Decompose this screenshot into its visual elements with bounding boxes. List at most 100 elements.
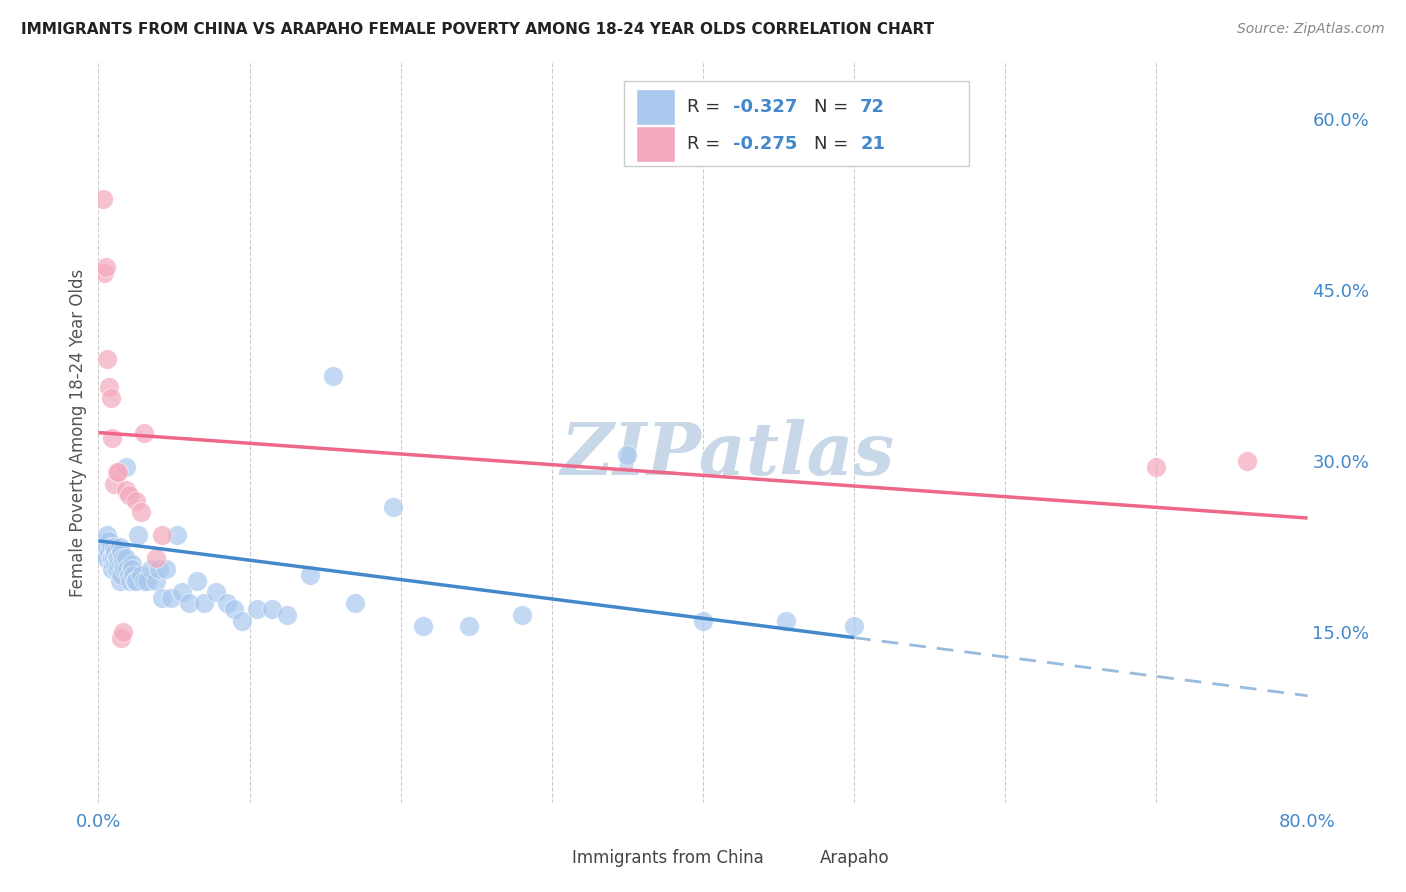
Point	[121, 557, 143, 571]
Point	[412, 619, 434, 633]
Text: R =: R =	[688, 98, 727, 116]
Point	[104, 545, 127, 559]
Point	[186, 574, 208, 588]
Point	[224, 602, 246, 616]
Y-axis label: Female Poverty Among 18-24 Year Olds: Female Poverty Among 18-24 Year Olds	[69, 268, 87, 597]
Point	[118, 488, 141, 502]
Point	[141, 562, 163, 576]
Point	[844, 619, 866, 633]
Text: Immigrants from China: Immigrants from China	[572, 849, 763, 867]
Point	[129, 505, 152, 519]
Text: N =: N =	[814, 135, 855, 153]
Point	[150, 591, 173, 605]
Point	[96, 528, 118, 542]
FancyBboxPatch shape	[779, 844, 808, 872]
Text: 21: 21	[860, 135, 886, 153]
Text: Source: ZipAtlas.com: Source: ZipAtlas.com	[1237, 22, 1385, 37]
Point	[114, 459, 136, 474]
Text: -0.327: -0.327	[734, 98, 797, 116]
Point	[135, 574, 157, 588]
Point	[120, 574, 142, 588]
Point	[246, 602, 269, 616]
Point	[127, 528, 149, 542]
FancyBboxPatch shape	[637, 88, 675, 125]
Point	[125, 494, 148, 508]
Point	[150, 528, 173, 542]
Point	[1144, 459, 1167, 474]
Point	[166, 528, 188, 542]
Point	[110, 545, 132, 559]
Point	[107, 557, 129, 571]
Point	[155, 562, 177, 576]
Point	[129, 568, 152, 582]
Point	[692, 614, 714, 628]
Point	[103, 545, 125, 559]
Point	[145, 574, 167, 588]
Point	[510, 607, 533, 622]
Point	[107, 466, 129, 480]
Point	[98, 380, 121, 394]
Point	[193, 597, 215, 611]
Point	[276, 607, 298, 622]
Point	[122, 568, 145, 582]
Point	[98, 533, 121, 548]
Point	[262, 602, 284, 616]
Point	[121, 562, 143, 576]
Point	[108, 574, 131, 588]
Text: ZIPatlas: ZIPatlas	[560, 419, 894, 491]
Point	[114, 483, 136, 497]
Point	[94, 550, 117, 565]
Point	[160, 591, 183, 605]
Point	[145, 550, 167, 565]
Point	[344, 597, 367, 611]
Point	[179, 597, 201, 611]
Point	[105, 562, 128, 576]
Point	[100, 540, 122, 554]
Point	[91, 545, 114, 559]
Point	[94, 533, 117, 548]
Text: N =: N =	[814, 98, 855, 116]
Point	[170, 585, 193, 599]
Point	[101, 431, 124, 445]
Point	[105, 466, 128, 480]
Point	[108, 540, 131, 554]
Point	[101, 550, 124, 565]
Point	[775, 614, 797, 628]
Text: 72: 72	[860, 98, 886, 116]
Point	[132, 425, 155, 440]
FancyBboxPatch shape	[531, 844, 561, 872]
FancyBboxPatch shape	[624, 81, 969, 166]
Text: R =: R =	[688, 135, 727, 153]
Point	[205, 585, 228, 599]
Point	[299, 568, 322, 582]
Point	[98, 545, 121, 559]
Point	[103, 550, 125, 565]
Point	[96, 540, 118, 554]
Point	[91, 192, 114, 206]
Point	[101, 562, 124, 576]
Point	[322, 368, 344, 383]
Point	[148, 562, 170, 576]
Point	[94, 260, 117, 275]
Point	[103, 540, 125, 554]
Point	[111, 624, 134, 639]
Text: IMMIGRANTS FROM CHINA VS ARAPAHO FEMALE POVERTY AMONG 18-24 YEAR OLDS CORRELATIO: IMMIGRANTS FROM CHINA VS ARAPAHO FEMALE …	[21, 22, 934, 37]
Point	[382, 500, 405, 514]
Point	[114, 550, 136, 565]
Point	[104, 557, 127, 571]
Point	[457, 619, 479, 633]
Point	[111, 550, 134, 565]
Point	[110, 557, 132, 571]
Point	[96, 351, 118, 366]
Point	[111, 557, 134, 571]
Point	[103, 476, 125, 491]
Point	[112, 562, 135, 576]
Point	[100, 392, 122, 406]
Point	[231, 614, 253, 628]
Point	[124, 574, 146, 588]
Point	[110, 568, 132, 582]
Point	[1236, 454, 1258, 468]
Text: -0.275: -0.275	[734, 135, 797, 153]
Point	[115, 562, 138, 576]
Point	[110, 631, 132, 645]
